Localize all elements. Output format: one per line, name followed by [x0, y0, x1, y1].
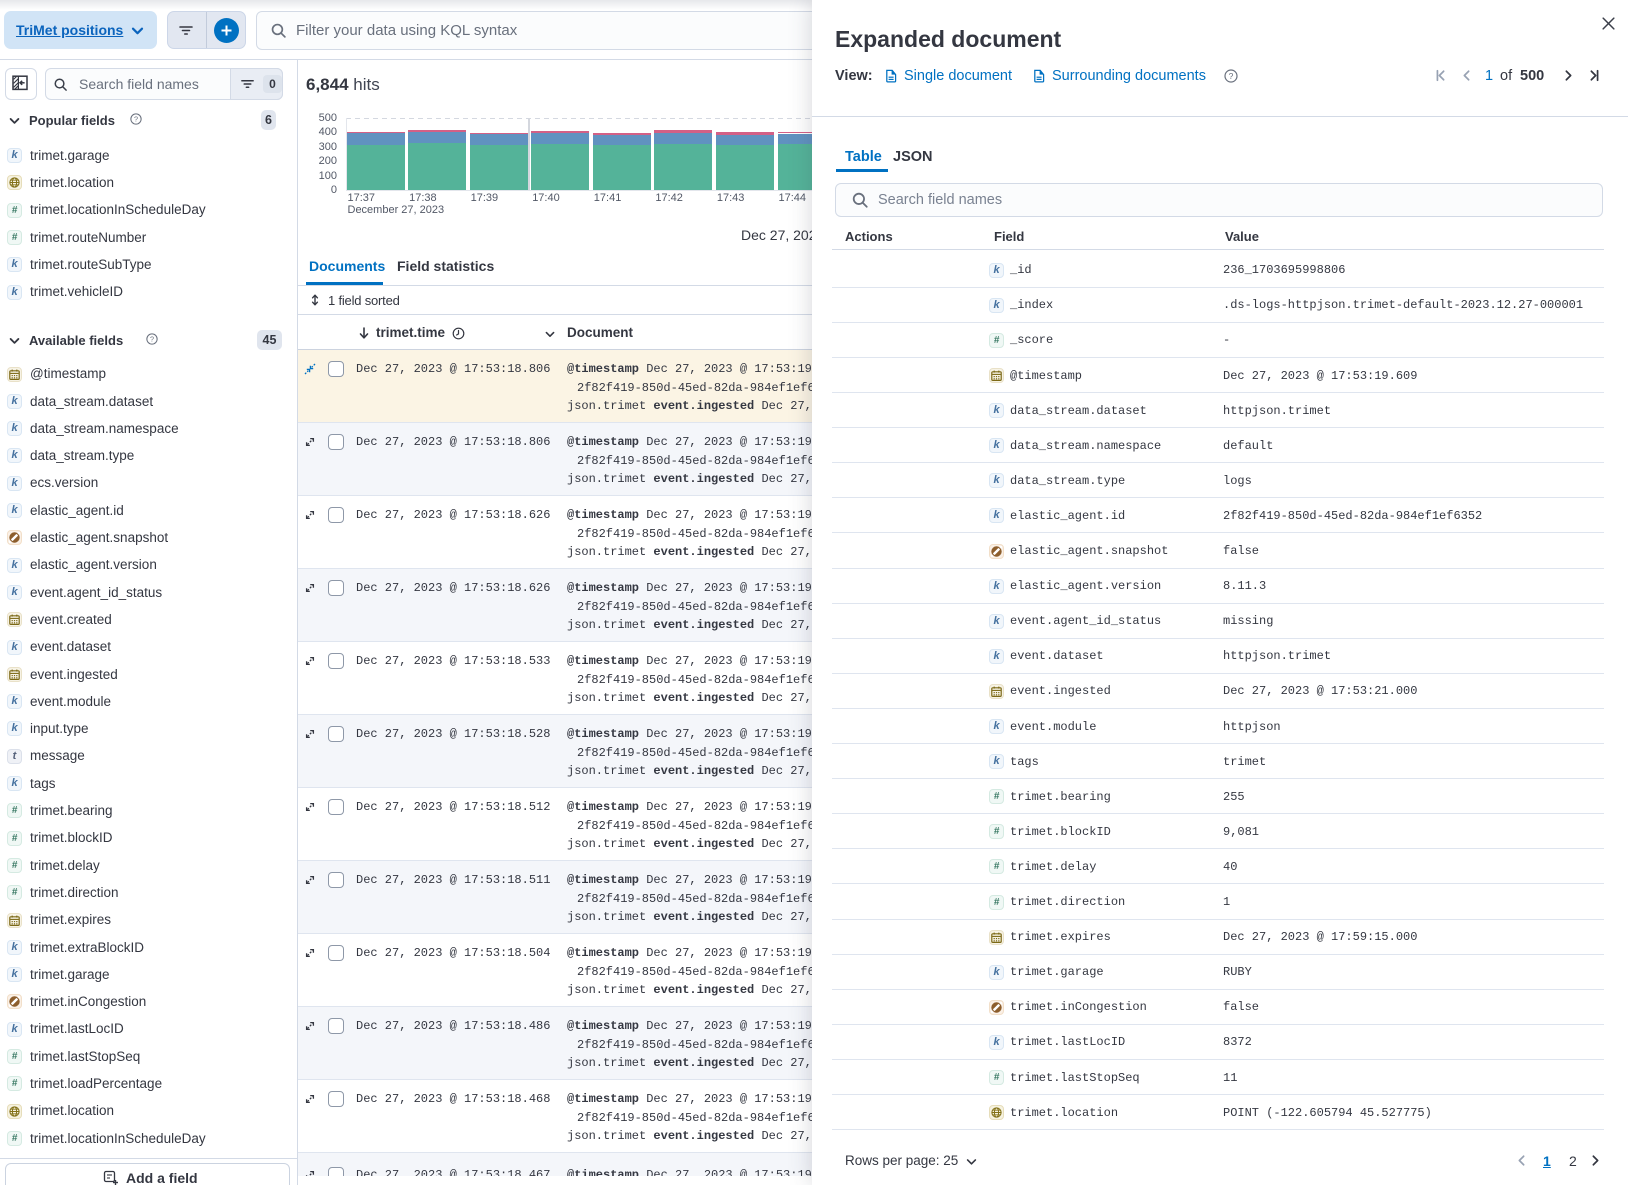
- svg-text:?: ?: [1229, 71, 1234, 81]
- svg-text:?: ?: [150, 335, 154, 344]
- svg-text:?: ?: [134, 115, 138, 124]
